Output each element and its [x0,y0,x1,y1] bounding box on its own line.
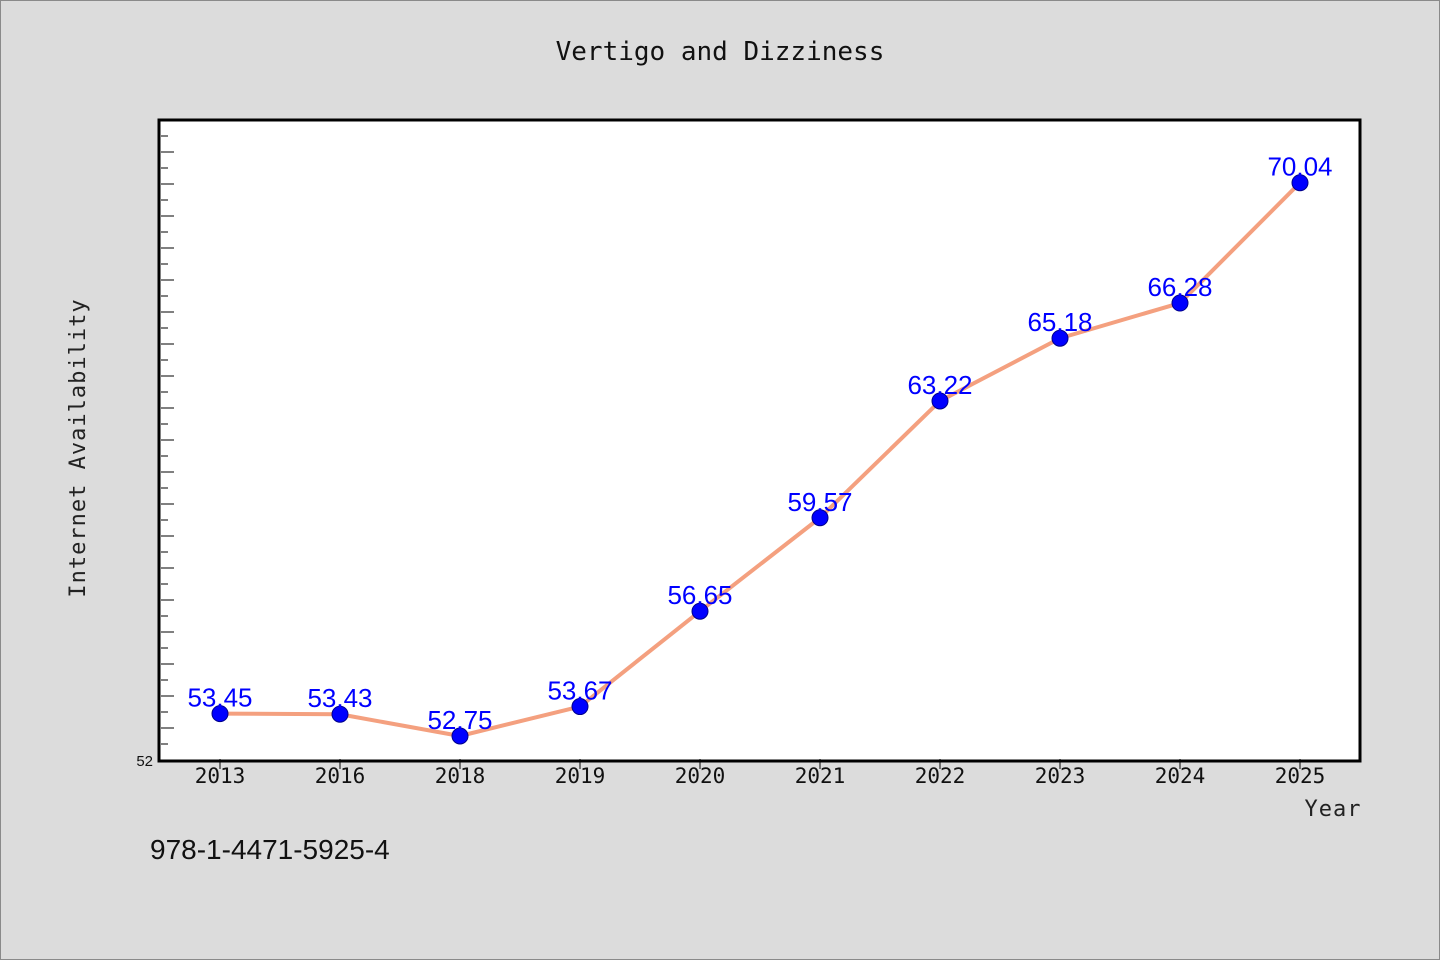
data-labels: 53.45 53.43 52.75 53.67 56.65 59.57 63.22 65.18… [187,152,1332,735]
data-label: 65.18 [1027,307,1092,337]
y-tick-label: 52 [136,753,153,770]
data-point [571,698,589,716]
data-point [331,705,349,723]
x-tick-label: 2018 [435,764,486,788]
x-tick-label: 2016 [315,764,366,788]
footer-note: 978-1-4471-5925-4 [150,834,390,865]
data-point [1291,174,1309,192]
data-label: 53.67 [547,676,612,706]
data-label: 56.65 [667,580,732,610]
x-tick-label: 2020 [675,764,726,788]
x-axis-label: Year [1305,797,1362,822]
x-tick-label: 2019 [555,764,606,788]
x-tick-label: 2024 [1155,764,1206,788]
data-point [931,392,949,410]
data-point [451,727,469,745]
x-tick-label: 2022 [915,764,966,788]
y-axis-label: Internet Availability [66,298,91,597]
data-label: 70.04 [1267,152,1332,182]
data-label: 59.57 [787,487,852,517]
x-tick-label: 2021 [795,764,846,788]
data-point [691,602,709,620]
data-markers [211,174,1309,745]
data-label: 53.45 [187,683,252,713]
data-label: 53.43 [307,683,372,713]
x-axis-ticks: 2013 2016 2018 2019 2020 2021 2022 2023 2024 2025 [195,759,1326,788]
plot-area [157,118,1362,763]
data-label: 52.75 [427,705,492,735]
y-axis-ticks [161,135,174,761]
x-tick-label: 2013 [195,764,246,788]
data-label: 63.22 [907,370,972,400]
data-point [1051,329,1069,347]
series-line [219,181,1302,738]
data-point [211,705,229,723]
x-tick-label: 2023 [1035,764,1086,788]
x-tick-label: 2025 [1275,764,1326,788]
chart-title: Vertigo and Dizziness [556,37,885,67]
data-point [1171,294,1189,312]
data-label: 66.28 [1147,272,1212,302]
data-point [811,509,829,527]
